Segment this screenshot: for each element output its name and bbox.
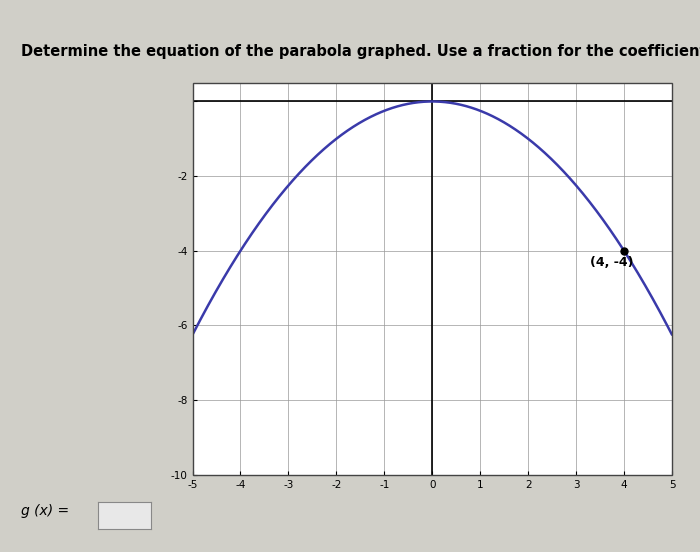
Text: Determine the equation of the parabola graphed. Use a fraction for the coefficie: Determine the equation of the parabola g… — [21, 44, 700, 59]
Text: (4, -4): (4, -4) — [591, 256, 634, 269]
Text: g (x) =: g (x) = — [21, 503, 69, 518]
